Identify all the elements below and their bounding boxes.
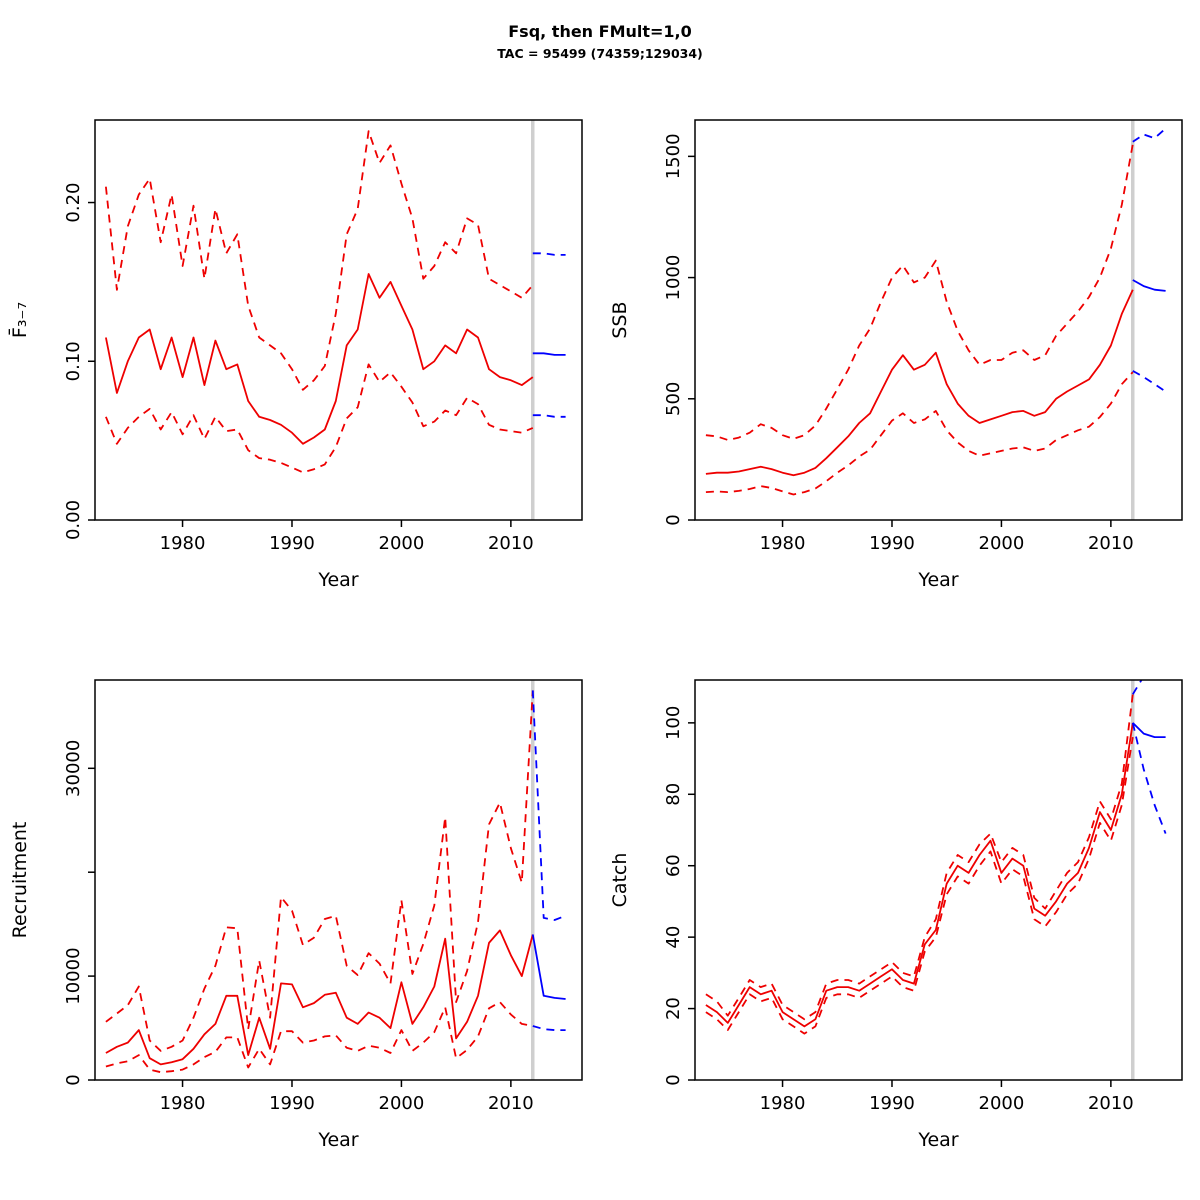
catch-hist-lower-line <box>705 736 1134 1035</box>
recruitment-hist-median-line <box>105 929 534 1066</box>
catch-x-axis-title: Year <box>917 1129 958 1151</box>
catch-plot-box <box>694 679 1183 1081</box>
fbar-y-axis-title: F̄₃₋₇ <box>7 302 31 338</box>
ssb-y-tick-label: 500 <box>663 382 684 416</box>
recruitment-y-axis: 0 10000 30000 <box>63 740 95 1086</box>
ssb-x-axis: 1980 1990 2000 2010 <box>760 520 1134 554</box>
catch-forecast-upper-line <box>1132 680 1143 695</box>
ssb-series-group <box>705 127 1167 496</box>
recruitment-y-tick-label: 0 <box>63 1074 84 1085</box>
catch-x-tick-label: 1980 <box>760 1093 806 1114</box>
catch-y-axis-title: Catch <box>609 853 631 908</box>
charts-grid: 1980 1990 2000 2010 0.00 0.10 0.20 Year F̄₃₋₇ 19… <box>0 80 1200 1200</box>
recruitment-series-group <box>105 690 566 1074</box>
catch-y-tick-label: 20 <box>663 997 684 1020</box>
catch-x-tick-label: 1990 <box>869 1093 915 1114</box>
ssb-hist-median-line <box>705 289 1134 477</box>
ssb-x-tick-label: 1990 <box>869 533 915 554</box>
ssb-hist-upper-line <box>705 144 1134 441</box>
fbar-x-axis-title: Year <box>317 569 358 591</box>
ssb-y-tick-label: 1500 <box>663 133 684 179</box>
ssb-x-tick-label: 2000 <box>979 533 1025 554</box>
ssb-x-axis-title: Year <box>917 569 958 591</box>
fbar-hist-lower-line <box>105 363 534 474</box>
recruitment-x-axis-title: Year <box>317 1129 358 1151</box>
fbar-x-tick-label: 2000 <box>379 533 425 554</box>
ssb-plot-box <box>694 119 1183 521</box>
catch-x-tick-label: 2010 <box>1088 1093 1134 1114</box>
fbar-x-tick-label: 1990 <box>269 533 315 554</box>
ssb-forecast-upper-line <box>1132 127 1167 143</box>
recruitment-forecast-median-line <box>531 934 566 1000</box>
ssb-y-tick-label: 0 <box>663 514 684 525</box>
catch-x-axis: 1980 1990 2000 2010 <box>760 1080 1134 1114</box>
fbar-forecast-upper-line <box>532 252 566 256</box>
catch-y-tick-label: 80 <box>663 783 684 806</box>
figure-subtitle: TAC = 95499 (74359;129034) <box>497 46 703 61</box>
recruitment-x-tick-label: 1990 <box>269 1093 315 1114</box>
catch-forecast-lower-line <box>1131 722 1167 834</box>
catch-hist-upper-line <box>705 694 1134 1021</box>
fbar-hist-upper-line <box>105 130 534 391</box>
fbar-y-tick-label: 0.20 <box>63 183 84 223</box>
fbar-x-tick-label: 2010 <box>488 533 534 554</box>
catch-y-tick-label: 60 <box>663 854 684 877</box>
fbar-forecast-lower-line <box>532 414 566 418</box>
fbar-x-tick-label: 1980 <box>160 533 206 554</box>
catch-chart: 1980 1990 2000 2010 0 20 40 60 80 100 Year Catch <box>609 679 1183 1151</box>
fbar-y-axis: 0.00 0.10 0.20 <box>63 183 95 540</box>
ssb-y-axis-title: SSB <box>609 301 631 338</box>
ssb-x-tick-label: 1980 <box>760 533 806 554</box>
fbar-hist-median-line <box>105 273 534 445</box>
fbar-forecast-median-line <box>532 352 566 356</box>
catch-y-tick-label: 100 <box>663 706 684 740</box>
recruitment-x-tick-label: 1980 <box>160 1093 206 1114</box>
catch-forecast-median-line <box>1132 722 1166 738</box>
figure-title: Fsq, then FMult=1,0 <box>508 22 692 41</box>
fbar-series-group <box>105 130 566 474</box>
recruitment-forecast-upper-line <box>531 690 566 921</box>
recruitment-y-tick-label: 30000 <box>63 740 84 797</box>
ssb-chart: 1980 1990 2000 2010 0 500 1000 1500 Year SSB <box>609 119 1183 591</box>
recruitment-hist-upper-line <box>105 690 534 1052</box>
ssb-x-tick-label: 2010 <box>1088 533 1134 554</box>
recruitment-hist-lower-line <box>105 1001 533 1074</box>
recruitment-x-tick-label: 2000 <box>379 1093 425 1114</box>
recruitment-x-axis: 1980 1990 2000 2010 <box>160 1080 534 1114</box>
fbar-x-axis: 1980 1990 2000 2010 <box>160 520 534 554</box>
catch-y-tick-label: 0 <box>663 1074 684 1085</box>
recruitment-plot-box <box>94 679 583 1081</box>
figure-header: Fsq, then FMult=1,0 TAC = 95499 (74359;1… <box>0 0 1200 80</box>
recruitment-forecast-lower-line <box>532 1025 566 1032</box>
ssb-forecast-lower-line <box>1132 370 1167 393</box>
ssb-forecast-median-line <box>1132 279 1166 292</box>
catch-y-tick-label: 40 <box>663 926 684 949</box>
ssb-hist-lower-line <box>705 371 1134 496</box>
catch-series-group <box>705 680 1167 1035</box>
fbar-y-tick-label: 0.00 <box>63 500 84 540</box>
catch-hist-median-line <box>705 722 1134 1028</box>
fbar-plot-box <box>94 119 583 521</box>
ssb-y-axis: 0 500 1000 1500 <box>663 133 695 526</box>
recruitment-x-tick-label: 2010 <box>488 1093 534 1114</box>
catch-y-axis: 0 20 40 60 80 100 <box>663 706 695 1086</box>
fbar-chart: 1980 1990 2000 2010 0.00 0.10 0.20 Year F̄₃₋₇ <box>7 119 583 591</box>
recruitment-chart: 1980 1990 2000 2010 0 10000 30000 Year Recruitme… <box>9 679 583 1151</box>
recruitment-y-tick-label: 10000 <box>63 947 84 1004</box>
catch-x-tick-label: 2000 <box>979 1093 1025 1114</box>
recruitment-y-axis-title: Recruitment <box>9 822 31 939</box>
ssb-y-tick-label: 1000 <box>663 255 684 301</box>
fbar-y-tick-label: 0.10 <box>63 341 84 381</box>
